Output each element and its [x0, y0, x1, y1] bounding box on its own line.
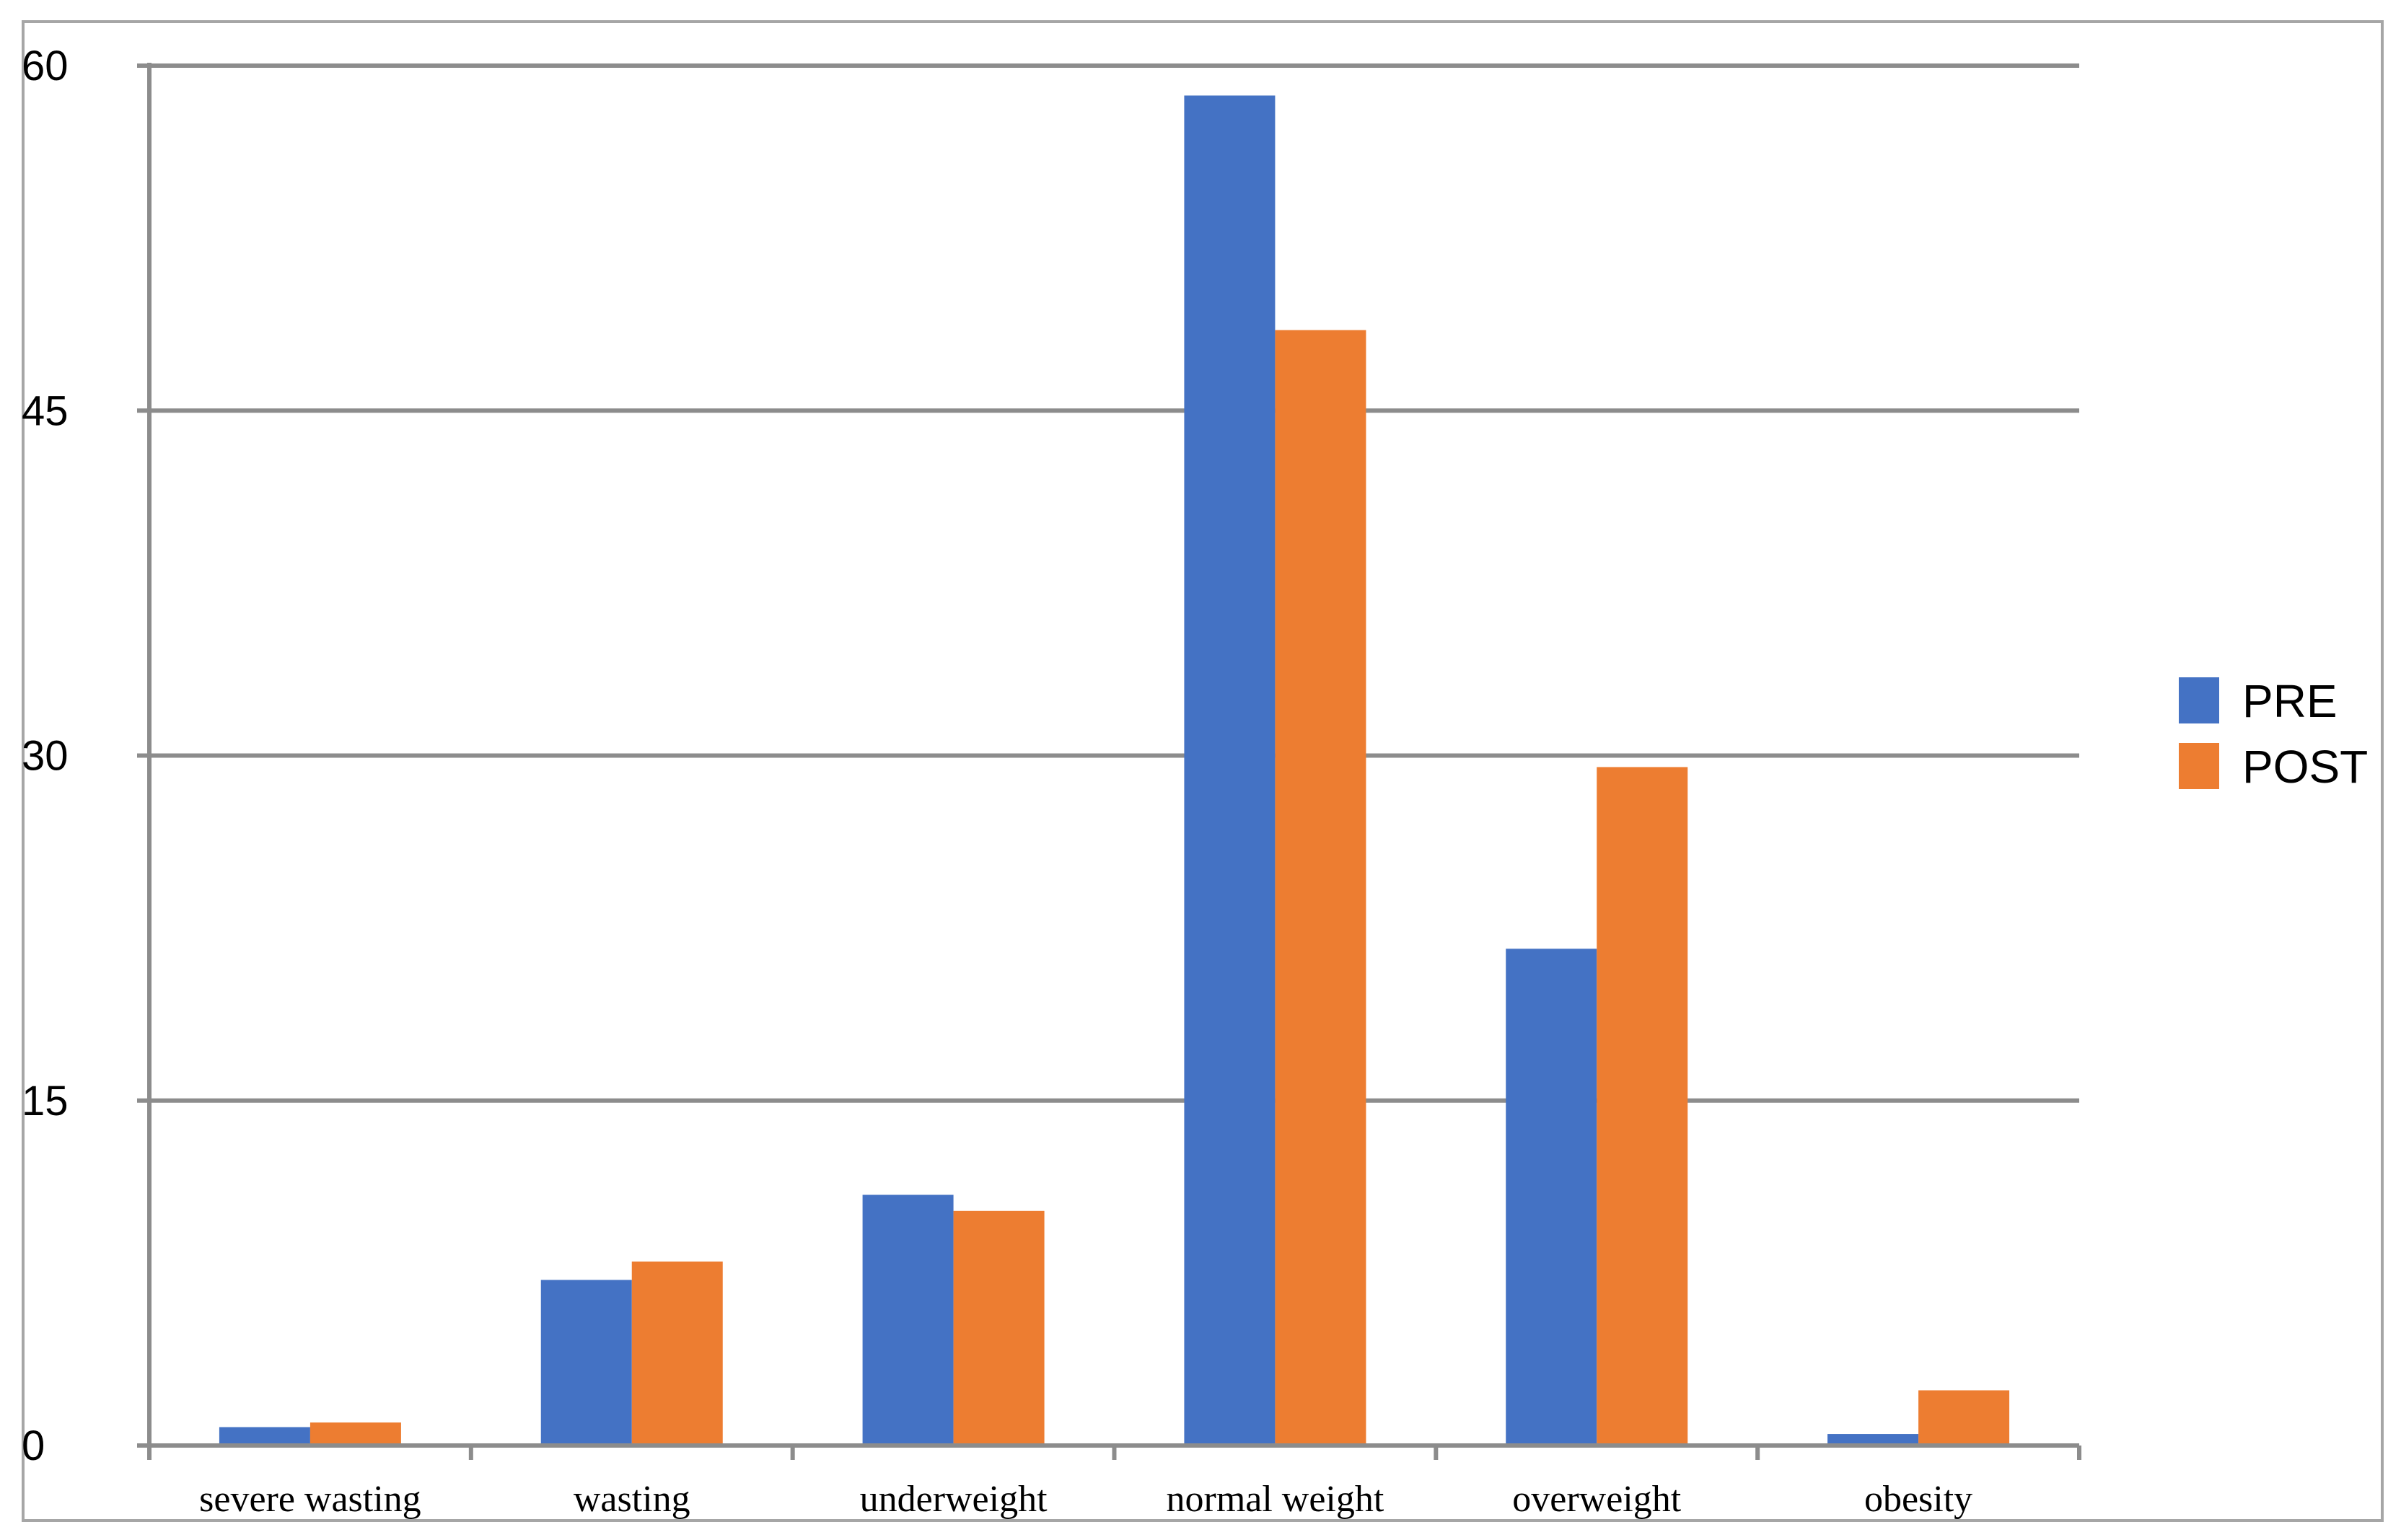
tick-labels: 0 15 30 45 60 severe wasting wasting underweigh…	[22, 43, 1972, 1520]
ytick-label: 30	[22, 733, 69, 780]
ytick-label: 45	[22, 387, 69, 434]
ytick-label: 60	[22, 43, 69, 89]
bar-pre-overweight	[1506, 949, 1597, 1446]
xtick-label: normal weight	[1167, 1479, 1384, 1520]
axes	[137, 63, 2081, 1460]
bar-post-overweight	[1597, 767, 1688, 1446]
bar-pre-normal-weight	[1184, 95, 1276, 1446]
xtick-label: overweight	[1512, 1479, 1681, 1520]
bar-post-underweight	[953, 1210, 1045, 1446]
xtick-label: wasting	[574, 1479, 690, 1520]
bar-pre-underweight	[862, 1194, 954, 1446]
xtick-label: obesity	[1864, 1479, 1972, 1520]
bar-post-normal-weight	[1275, 330, 1366, 1446]
legend-swatch-post	[2179, 743, 2219, 789]
bar-post-severe-wasting	[310, 1422, 401, 1446]
legend-swatch-pre	[2179, 677, 2219, 723]
legend-label-pre: PRE	[2242, 675, 2338, 727]
bar-post-wasting	[631, 1261, 723, 1446]
ytick-label: 0	[22, 1422, 45, 1469]
bar-post-obesity	[1918, 1390, 2010, 1446]
bars	[219, 95, 2010, 1446]
bar-pre-severe-wasting	[219, 1427, 310, 1446]
gridlines	[137, 63, 2079, 1103]
bar-pre-obesity	[1827, 1434, 1919, 1446]
bar-pre-wasting	[540, 1280, 632, 1446]
ytick-label: 15	[22, 1078, 69, 1125]
xtick-label: severe wasting	[199, 1479, 421, 1520]
legend-label-post: POST	[2242, 741, 2368, 793]
xtick-label: underweight	[860, 1479, 1048, 1520]
legend: PRE POST	[2179, 675, 2368, 793]
